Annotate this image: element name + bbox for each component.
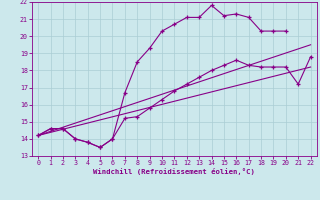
X-axis label: Windchill (Refroidissement éolien,°C): Windchill (Refroidissement éolien,°C) [93,168,255,175]
